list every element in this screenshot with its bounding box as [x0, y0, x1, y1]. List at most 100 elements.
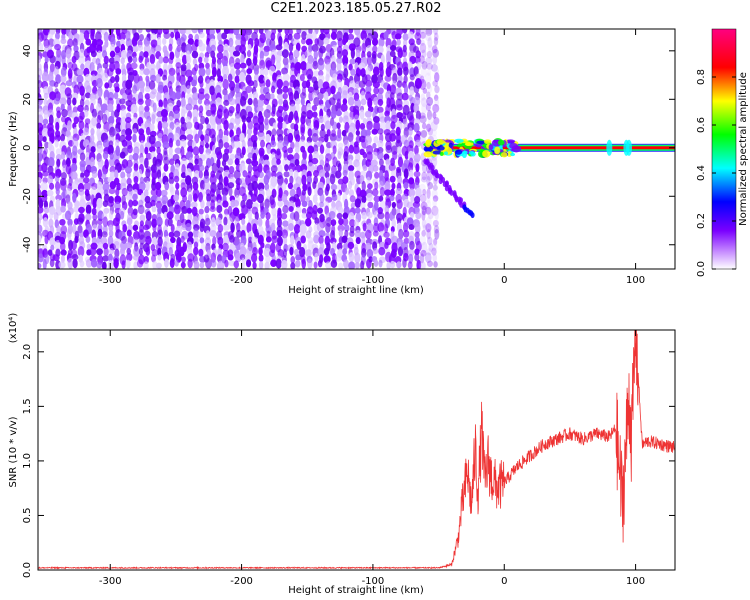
noise-blob — [239, 245, 247, 257]
noise-blob — [83, 127, 90, 136]
noise-blob — [71, 55, 77, 64]
noise-blob — [136, 259, 144, 268]
noise-blob — [258, 157, 264, 165]
noise-blob — [419, 253, 425, 264]
noise-blob — [354, 198, 362, 208]
noise-blob — [139, 144, 145, 155]
noise-blob — [246, 222, 252, 234]
noise-blob — [192, 146, 200, 156]
noise-blob — [121, 139, 128, 147]
noise-blob — [271, 207, 277, 217]
noise-blob — [384, 74, 392, 82]
noise-blob — [288, 91, 294, 103]
noise-blob — [120, 49, 128, 60]
noise-blob — [311, 157, 319, 165]
noise-blob — [101, 261, 107, 269]
noise-blob — [301, 200, 308, 208]
noise-blob — [77, 245, 85, 257]
noise-blob — [185, 116, 191, 124]
noise-blob — [263, 174, 270, 185]
noise-blob — [121, 129, 127, 137]
noise-blob — [173, 132, 180, 142]
noise-blob — [420, 39, 425, 46]
noise-blob — [432, 184, 438, 191]
noise-blob — [419, 31, 427, 39]
noise-blob — [421, 103, 428, 114]
noise-blob — [247, 120, 253, 131]
noise-blob — [209, 173, 217, 185]
noise-blob — [138, 33, 145, 42]
noise-blob — [126, 193, 133, 201]
noise-blob — [305, 80, 311, 89]
noise-blob — [318, 47, 324, 59]
noise-blob — [175, 139, 181, 147]
noise-blob — [287, 223, 294, 231]
noise-blob — [223, 142, 230, 149]
noise-blob — [270, 222, 276, 232]
noise-blob — [302, 67, 308, 76]
noise-blob — [215, 97, 223, 107]
noise-blob — [275, 60, 281, 71]
noise-blob — [284, 164, 289, 172]
noise-blob — [270, 85, 276, 94]
noise-blob — [385, 158, 391, 166]
noise-blob — [185, 103, 193, 111]
noise-blob — [168, 147, 173, 155]
noise-blob — [347, 241, 355, 250]
noise-blob — [313, 150, 319, 160]
noise-blob — [397, 48, 403, 59]
noise-blob — [324, 133, 329, 143]
noise-blob — [258, 132, 266, 142]
noise-blob — [250, 193, 258, 202]
colorbar-label: Normalized spectral amplitude — [738, 72, 749, 226]
noise-blob — [203, 56, 209, 63]
noise-blob — [372, 230, 379, 237]
noise-blob — [199, 80, 204, 88]
noise-blob — [251, 253, 258, 263]
noise-blob — [371, 128, 378, 135]
noise-blob — [164, 218, 169, 228]
carrier-turbulence — [448, 142, 453, 148]
noise-blob — [384, 223, 389, 234]
noise-blob — [288, 42, 294, 52]
noise-blob — [115, 68, 122, 75]
noise-blob — [132, 133, 137, 143]
noise-blob — [397, 175, 403, 185]
noise-blob — [253, 127, 258, 136]
noise-blob — [150, 199, 156, 207]
noise-blob — [392, 150, 398, 160]
noise-blob — [377, 45, 384, 54]
noise-blob — [330, 109, 337, 119]
noise-blob — [427, 127, 434, 136]
noise-blob — [163, 31, 171, 40]
noise-blob — [41, 162, 48, 173]
noise-blob — [366, 120, 373, 131]
noise-blob — [425, 29, 433, 36]
noise-blob — [259, 67, 265, 77]
noise-blob — [47, 175, 54, 185]
noise-blob — [163, 97, 168, 109]
noise-blob — [97, 169, 103, 180]
noise-blob — [260, 139, 265, 148]
noise-blob — [257, 217, 263, 228]
noise-blob — [235, 38, 242, 47]
noise-blob — [390, 121, 396, 130]
noise-blob — [186, 207, 193, 214]
noise-blob — [377, 222, 385, 233]
noise-blob — [433, 238, 438, 246]
noise-blob — [47, 31, 54, 39]
noise-blob — [348, 116, 353, 125]
colorbar-tick-label: 0.6 — [696, 117, 707, 133]
noise-blob — [193, 193, 198, 202]
noise-blob — [426, 248, 432, 256]
noise-blob — [307, 74, 312, 82]
noise-blob — [77, 104, 84, 113]
noise-blob — [209, 230, 217, 238]
noise-blob — [211, 66, 217, 78]
noise-blob — [336, 212, 343, 220]
noise-blob — [396, 104, 403, 111]
noise-blob — [276, 158, 281, 165]
noise-blob — [126, 217, 133, 226]
noise-blob — [378, 246, 386, 256]
noise-blob — [241, 193, 248, 202]
